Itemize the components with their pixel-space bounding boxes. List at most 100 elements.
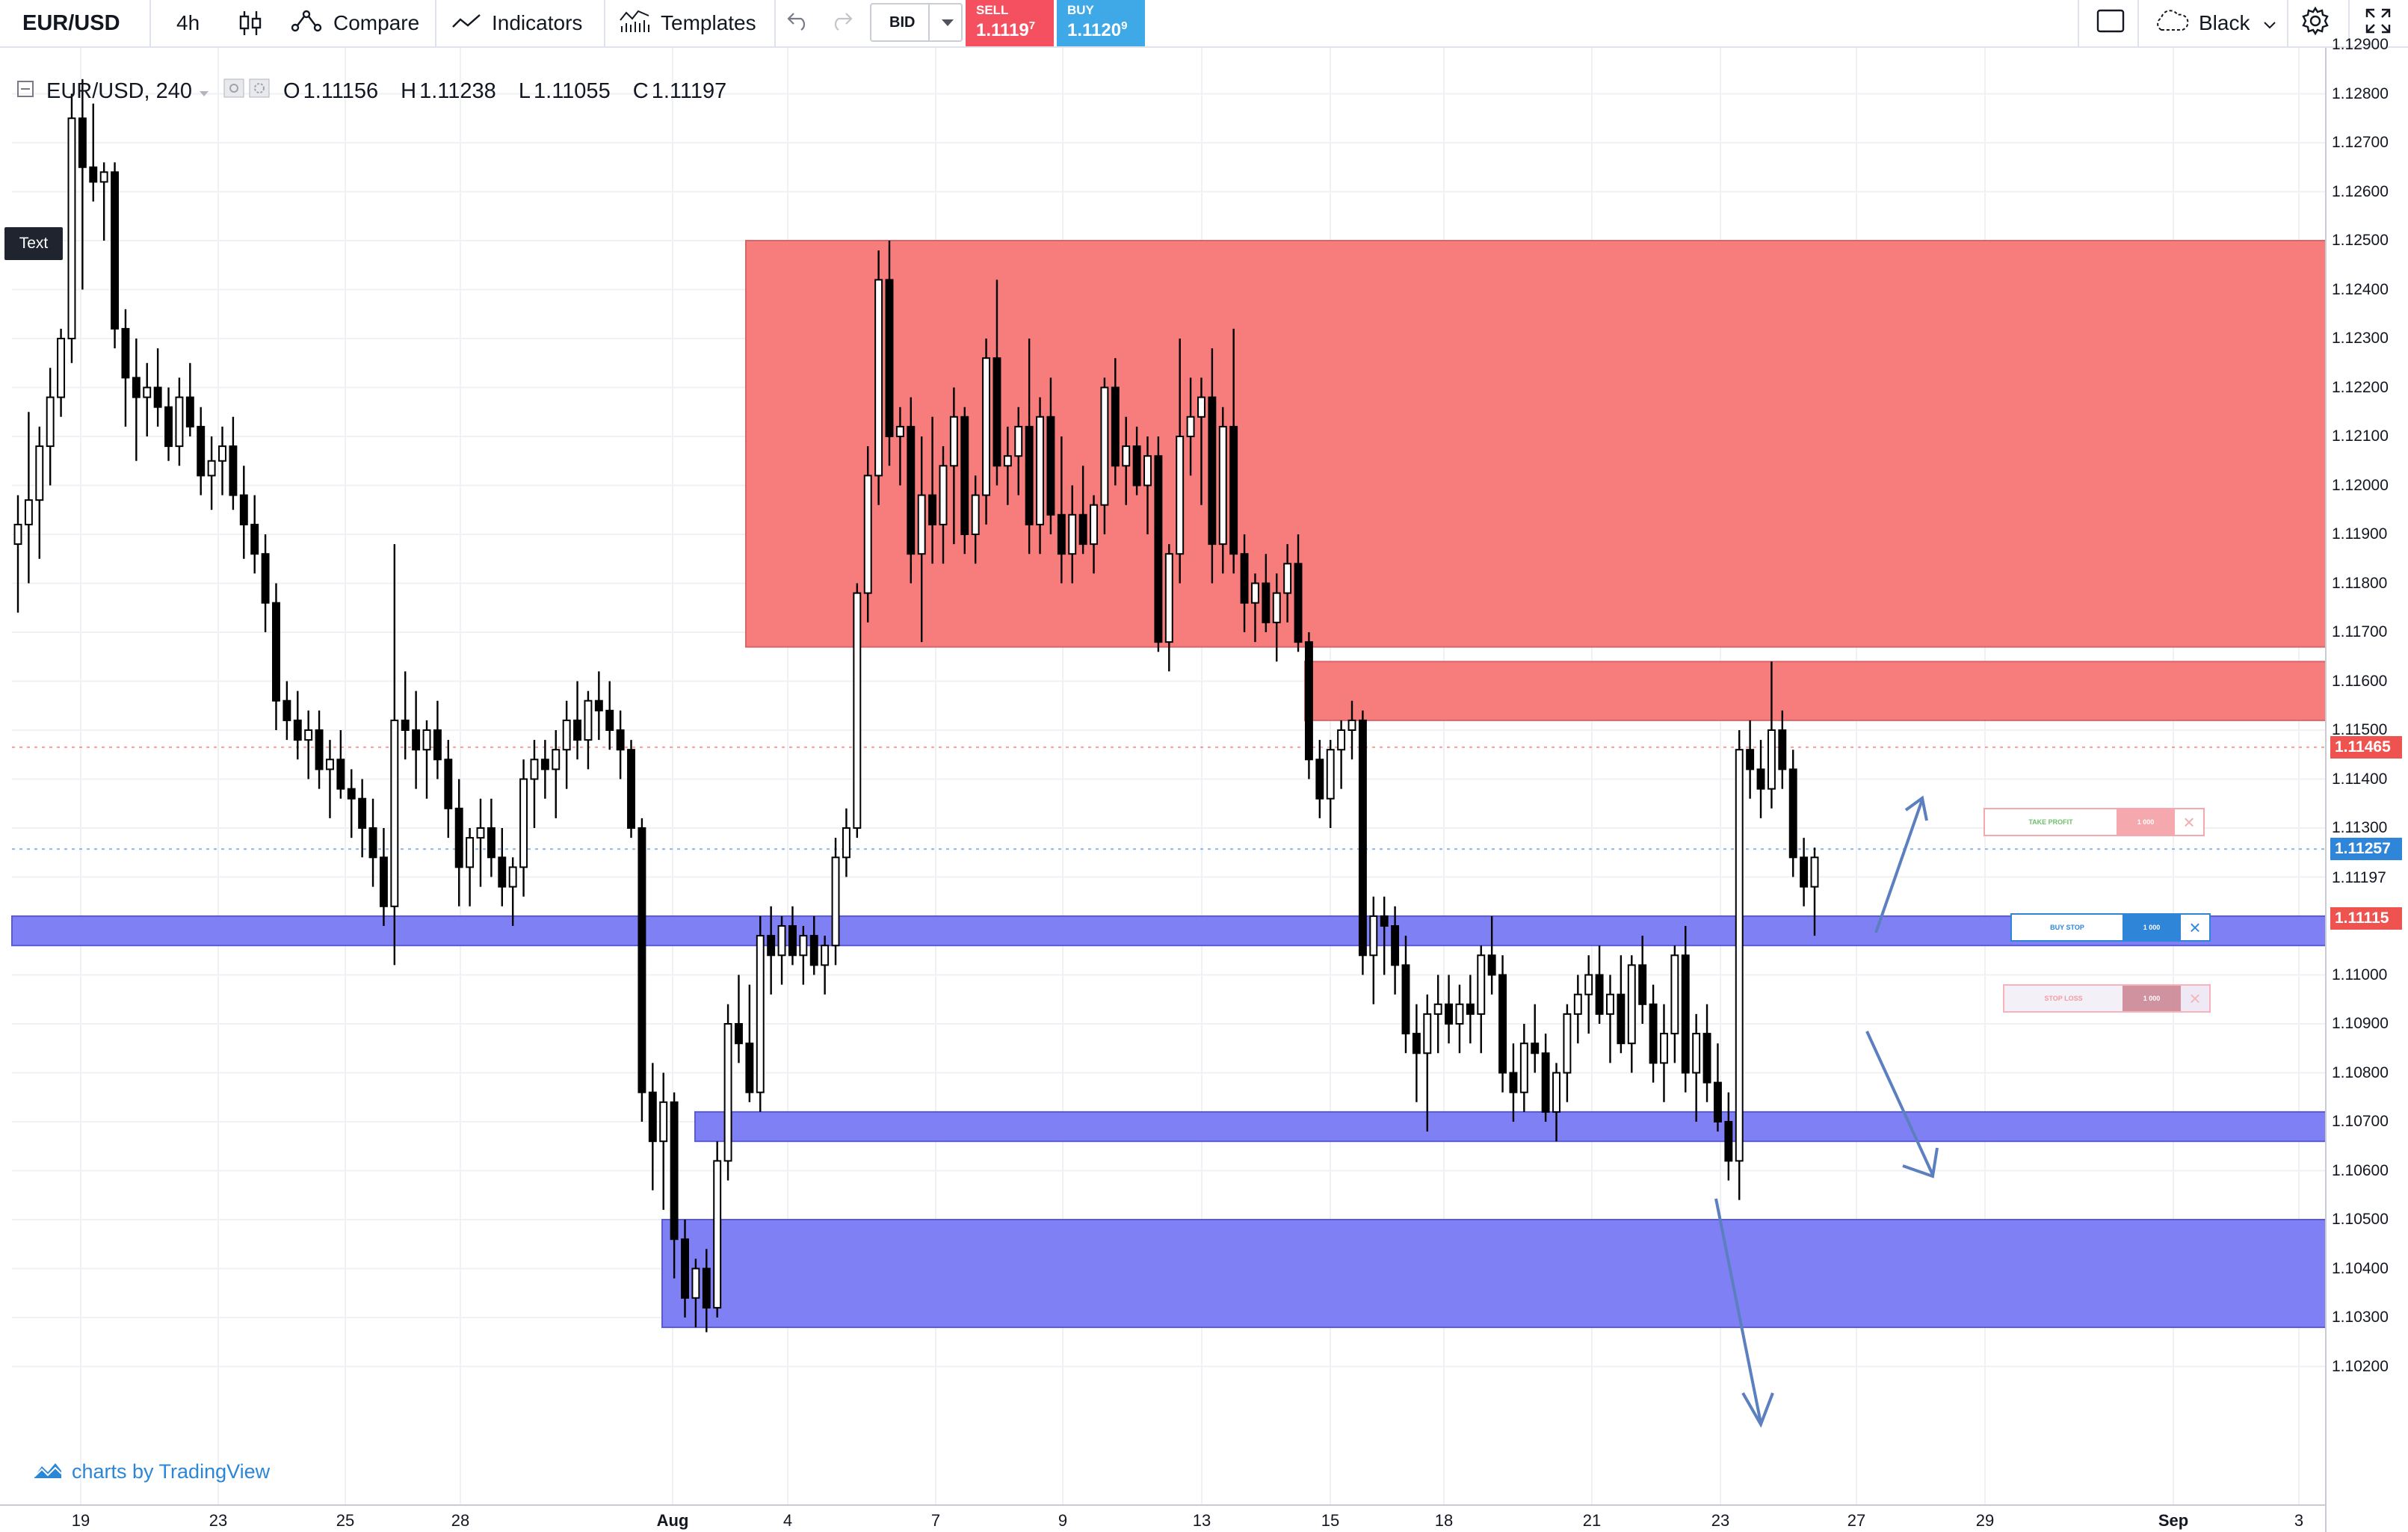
candle <box>454 779 463 906</box>
candle-up <box>831 856 840 947</box>
candle-down <box>1702 1033 1711 1084</box>
candle <box>573 681 582 760</box>
price-tick-label: 1.12800 <box>2332 84 2389 102</box>
price-source-select[interactable]: BID <box>870 3 963 42</box>
sell-button[interactable]: SELL 1.11197 <box>966 0 1054 46</box>
open-value: 1.11156 <box>303 78 379 103</box>
time-tick-label: 29 <box>1975 1511 1995 1530</box>
candle-down <box>627 749 635 830</box>
candle <box>1240 534 1249 632</box>
candle-down <box>250 523 259 555</box>
toolbar-divider <box>2137 0 2139 46</box>
stop-loss-order[interactable]: STOP LOSS 1 000 × <box>2003 984 2211 1013</box>
compare-button[interactable]: Compare <box>290 0 419 46</box>
rectangle-button[interactable] <box>2096 0 2125 46</box>
templates-icon <box>619 8 650 39</box>
interval-button[interactable]: 4h <box>176 0 200 46</box>
buy-stop-order[interactable]: BUY STOP 1 000 × <box>2010 913 2211 942</box>
order-label: BUY STOP <box>2012 915 2123 940</box>
watermark[interactable]: charts by TradingView <box>33 1459 270 1485</box>
price-tick-label: 1.10700 <box>2332 1113 2389 1130</box>
candle <box>390 544 399 966</box>
indicators-icon <box>451 10 481 37</box>
candle <box>487 798 496 877</box>
chevron-down-icon[interactable] <box>198 79 210 104</box>
theme-select[interactable]: Black <box>2152 0 2276 46</box>
demand-zone <box>661 1219 2327 1329</box>
candle <box>1090 495 1098 574</box>
candle <box>842 808 850 877</box>
candle <box>702 1249 711 1332</box>
take-profit-order[interactable]: TAKE PROFIT 1 000 × <box>1983 808 2205 836</box>
candle-down <box>1304 641 1313 761</box>
tradingview-logo-icon <box>33 1459 63 1485</box>
candle-up <box>1552 1072 1560 1113</box>
candle-up <box>713 1160 722 1309</box>
candle-down <box>1132 445 1141 487</box>
candle-up <box>1519 1043 1528 1093</box>
candle <box>315 710 324 789</box>
candle <box>325 740 334 818</box>
candle <box>1369 896 1378 1004</box>
candle-down <box>1046 416 1055 516</box>
candle <box>1433 975 1442 1054</box>
collapse-icon[interactable] <box>16 79 34 104</box>
close-icon[interactable]: × <box>2181 915 2209 940</box>
undo-button[interactable] <box>786 0 810 46</box>
candle <box>143 362 152 436</box>
candle <box>1176 339 1185 584</box>
close-icon[interactable]: × <box>2175 809 2203 835</box>
indicators-button[interactable]: Indicators <box>451 0 582 46</box>
bar-style-button[interactable] <box>238 0 263 46</box>
rectangle-icon <box>2096 8 2125 39</box>
price-tick-label: 1.11300 <box>2332 819 2388 836</box>
candle <box>691 1258 700 1328</box>
candle-down <box>358 797 367 830</box>
candle <box>605 681 614 750</box>
legend-symbol: EUR/USD, 240 <box>46 78 193 103</box>
candle <box>1660 1004 1668 1102</box>
fullscreen-button[interactable] <box>2365 0 2392 46</box>
text-tool-tooltip[interactable]: Text <box>4 227 63 260</box>
candle <box>1218 407 1227 574</box>
price-chart[interactable] <box>0 48 2408 1532</box>
close-icon[interactable]: × <box>2181 986 2209 1011</box>
candle <box>1197 377 1205 505</box>
symbol-button[interactable]: EUR/USD <box>22 0 120 46</box>
demand-zone <box>694 1111 2327 1143</box>
candle-up <box>971 494 980 535</box>
candle-up <box>1218 425 1227 546</box>
settings-button[interactable] <box>2300 0 2330 46</box>
candle <box>422 720 431 799</box>
price-tick-label: 1.10800 <box>2332 1063 2389 1081</box>
templates-button[interactable]: Templates <box>619 0 756 46</box>
candle <box>1262 554 1271 632</box>
templates-label: Templates <box>661 11 756 34</box>
candle <box>863 446 872 623</box>
candle <box>885 241 894 466</box>
settings-icon[interactable] <box>249 78 270 104</box>
redo-button[interactable] <box>830 0 853 46</box>
toolbar-divider <box>435 0 436 46</box>
candle-up <box>390 719 399 907</box>
time-tick-label: 25 <box>336 1511 355 1530</box>
candle <box>358 779 367 858</box>
candle <box>1143 436 1152 534</box>
candle-down <box>637 827 646 1093</box>
candle <box>648 1063 657 1190</box>
candle <box>540 740 549 799</box>
eye-icon[interactable] <box>223 78 244 104</box>
order-price-badge: 1.11115 <box>2330 907 2402 930</box>
candle-down <box>111 171 120 330</box>
candle-down <box>197 425 206 477</box>
candle <box>1337 720 1346 789</box>
candle-down <box>153 386 162 408</box>
candle-up <box>13 523 22 546</box>
time-tick-label: 15 <box>1321 1511 1340 1530</box>
candle-up <box>1326 749 1335 800</box>
candle <box>261 534 270 632</box>
candle-up <box>1455 1003 1464 1025</box>
candle-down <box>347 788 356 800</box>
candle <box>928 416 937 564</box>
buy-button[interactable]: BUY 1.11209 <box>1057 0 1145 46</box>
